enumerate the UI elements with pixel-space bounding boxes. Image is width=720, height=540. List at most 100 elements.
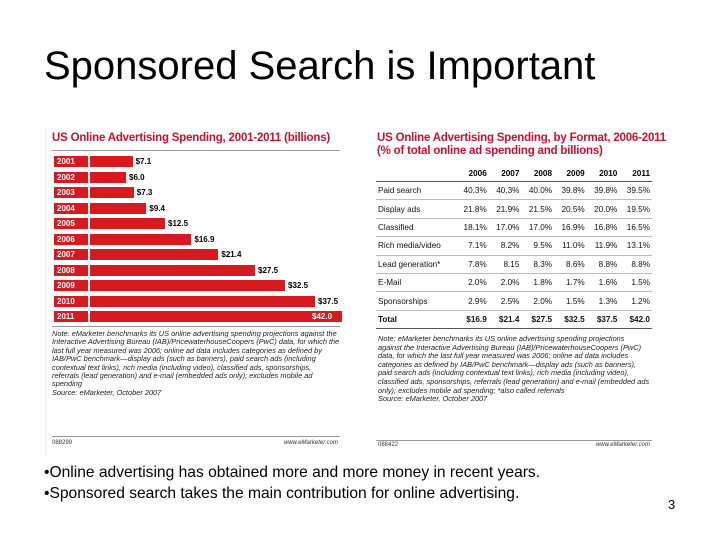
table-cell: 1.7% (554, 273, 587, 293)
table-cell: 7.8% (456, 255, 489, 274)
table-row: Display ads 21.8% 21.9% 21.5% 20.5% 20.0% 19.5… (376, 199, 652, 219)
format-table-brand: www.eMarketer.com (595, 442, 650, 448)
table-row: Classified 18.1% 17.0% 17.0% 16.9% 16.8% 16.5% (376, 218, 652, 238)
data-label: $37.5 (318, 296, 339, 306)
table-row: Rich media/video 7.1% 8.2% 9.5% 11.0% 11.9% 13… (376, 236, 652, 256)
column-header: 2011 (619, 166, 652, 182)
bar-row-2002: 2002 $6.0 (54, 171, 344, 183)
category-label: 2004 (54, 202, 88, 214)
table-cell: 1.6% (586, 273, 620, 293)
category-label: 2005 (54, 218, 88, 229)
bar-row-2005: 2005 $12.5 (54, 218, 344, 229)
bullet-item: •Online advertising has obtained more an… (44, 464, 541, 481)
table-cell: $21.4 (488, 309, 522, 330)
data-label: $32.5 (288, 281, 309, 290)
table-cell: 2.0% (488, 273, 522, 293)
category-label: 2007 (54, 249, 88, 260)
table-cell: 40.3% (488, 181, 522, 201)
column-header: 2007 (488, 166, 522, 182)
table-cell: $32.5 (554, 309, 587, 330)
table-cell: 1.2% (619, 291, 652, 311)
table-cell: 39.8% (586, 181, 620, 201)
table-cell: 8.2% (488, 236, 522, 256)
bar (90, 187, 134, 198)
table-cell: 18.1% (456, 218, 489, 238)
table-cell: Display ads (376, 199, 457, 219)
bar-chart-source: Source: eMarketer, October 2007 (52, 387, 162, 397)
data-label: $7.3 (136, 188, 153, 197)
table-cell: 8.8% (619, 255, 652, 274)
table-cell: Sponsorships (376, 291, 457, 311)
table-cell: 1.8% (521, 273, 555, 293)
divider (376, 440, 652, 441)
format-table-figure-id: 088422 (378, 442, 399, 448)
data-label: $7.1 (135, 157, 152, 166)
bar-row-2003: 2003 $7.3 (54, 187, 344, 198)
table-cell: 13.1% (619, 236, 652, 256)
bar (90, 280, 285, 291)
category-label: 2010 (54, 295, 88, 307)
data-label: $6.0 (129, 172, 145, 182)
table-cell: 40.0% (521, 181, 555, 201)
bar-row-2006: 2006 $16.9 (54, 233, 344, 245)
table-row: E-Mail 2.0% 2.0% 1.8% 1.7% 1.6% 1.5% (376, 273, 652, 293)
table-row: Paid search 40.3% 40.3% 40.0% 39.8% 39.8% 39.5… (376, 181, 652, 201)
total-row: Total $16.9 $21.4 $27.5 $32.5 $37.5 $42.0 (376, 309, 652, 330)
divider (52, 326, 340, 327)
page-number: 3 (668, 497, 676, 512)
data-label: $9.4 (149, 203, 165, 213)
table-cell: Lead generation* (376, 255, 457, 274)
table-cell: 9.5% (521, 236, 555, 256)
bar-row-2007: 2007 $21.4 (54, 249, 344, 260)
bar (90, 295, 315, 307)
table-cell: Total (376, 309, 457, 330)
data-label: $27.5 (258, 265, 279, 275)
column-header: 2009 (554, 166, 587, 182)
table-cell: 7.1% (456, 236, 489, 256)
bar-chart-figure-id: 088299 (52, 440, 73, 446)
data-label: $21.4 (221, 250, 242, 259)
bar (90, 156, 133, 167)
data-label: $12.5 (168, 219, 189, 228)
table-cell: Classified (376, 218, 457, 238)
bar (90, 233, 192, 245)
table-cell: 19.5% (619, 199, 652, 219)
format-table-title-line1: US Online Advertising Spending, by Forma… (377, 132, 666, 144)
table-cell: $42.0 (619, 309, 652, 330)
spending-bar-chart: US Online Advertising Spending, 2001-201… (45, 128, 346, 456)
format-table-note: Note: eMarketer benchmarks its US online… (378, 334, 650, 404)
bar-row-2001: 2001 $7.1 (54, 156, 344, 167)
table-cell: Paid search (376, 181, 457, 201)
bar (90, 171, 126, 183)
table-cell: 20.5% (554, 199, 587, 219)
table-header-row: 2006 2007 2008 2009 2010 2011 (376, 166, 652, 182)
bar (90, 311, 342, 322)
format-table-title: US Online Advertising Spending, by Forma… (377, 132, 666, 158)
category-label: 2008 (54, 264, 88, 276)
column-header: 2006 (456, 166, 489, 182)
table-cell: 21.5% (521, 199, 555, 219)
category-label: 2002 (54, 171, 88, 183)
table-cell: 17.0% (488, 218, 522, 238)
bar-row-2008: 2008 $27.5 (54, 264, 344, 276)
table-cell: 1.3% (586, 291, 620, 311)
category-label: 2003 (54, 187, 88, 198)
slide-title: Sponsored Search is Important (44, 44, 596, 88)
table-cell: 40.3% (456, 181, 489, 201)
bar (90, 202, 147, 214)
table-cell: $16.9 (456, 309, 489, 330)
table-cell: 8.15 (488, 255, 522, 274)
table-cell: 1.5% (619, 273, 652, 293)
bar-chart-title: US Online Advertising Spending, 2001-201… (52, 132, 331, 144)
bar-chart-brand: www.eMarketer.com (283, 440, 338, 446)
table-cell: Rich media/video (376, 236, 457, 256)
table-cell: 11.9% (586, 236, 620, 256)
category-label: 2011 (54, 311, 88, 322)
format-table-source: Source: eMarketer, October 2007 (378, 394, 488, 404)
table-cell: 39.5% (619, 181, 652, 201)
category-label: 2001 (54, 156, 88, 167)
table-cell: 20.0% (586, 199, 620, 219)
category-label: 2006 (54, 233, 88, 245)
table-cell: 39.8% (554, 181, 587, 201)
table-cell: $37.5 (586, 309, 620, 330)
